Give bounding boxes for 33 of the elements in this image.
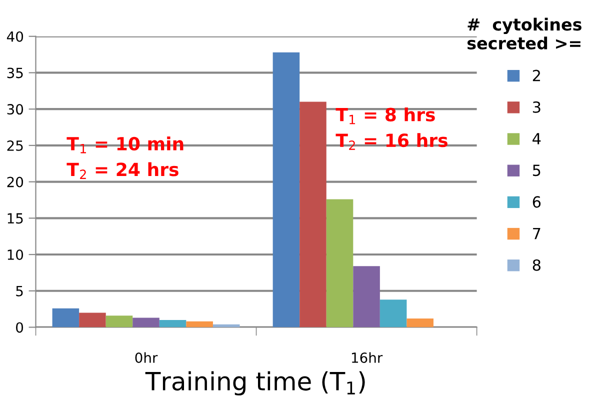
- x-axis-title: Training time (T$_{1}$): [145, 371, 365, 396]
- x-tick-label: 16hr: [352, 352, 383, 363]
- y-tick-label: 10: [8, 249, 24, 260]
- y-tick-label: 25: [7, 140, 23, 151]
- y-tick-label: 15: [8, 213, 23, 224]
- legend-label: 3: [532, 101, 540, 113]
- legend-label: 8: [532, 259, 540, 271]
- y-tick-label: 20: [7, 176, 24, 188]
- legend-label: 5: [532, 164, 540, 176]
- bar: [380, 300, 407, 328]
- y-tick-label: 35: [7, 68, 23, 78]
- legend-title: # cytokines secreted >=: [467, 18, 582, 50]
- bar: [159, 320, 186, 328]
- bar: [300, 102, 326, 328]
- bar: [326, 199, 354, 328]
- bar: [106, 316, 133, 328]
- legend-label: 6: [532, 196, 541, 208]
- x-tick-label: 0hr: [135, 352, 158, 363]
- bar: [132, 318, 160, 328]
- bar: [52, 308, 80, 328]
- y-tick-label: 40: [6, 31, 24, 42]
- y-tick-label: 0: [16, 322, 24, 333]
- legend-label: 7: [533, 228, 540, 240]
- bar: [272, 52, 300, 328]
- y-tick-label: 5: [16, 286, 23, 296]
- legend-label: 2: [532, 70, 540, 82]
- bar: [353, 266, 380, 328]
- legend-label: 4: [532, 133, 541, 144]
- annotation: T$_{1}$ = 8 hrs T$_{2}$ = 16 hrs: [336, 107, 448, 150]
- bar: [79, 312, 106, 328]
- y-tick-label: 30: [7, 104, 24, 115]
- bar: [406, 318, 434, 328]
- bar: [186, 321, 213, 328]
